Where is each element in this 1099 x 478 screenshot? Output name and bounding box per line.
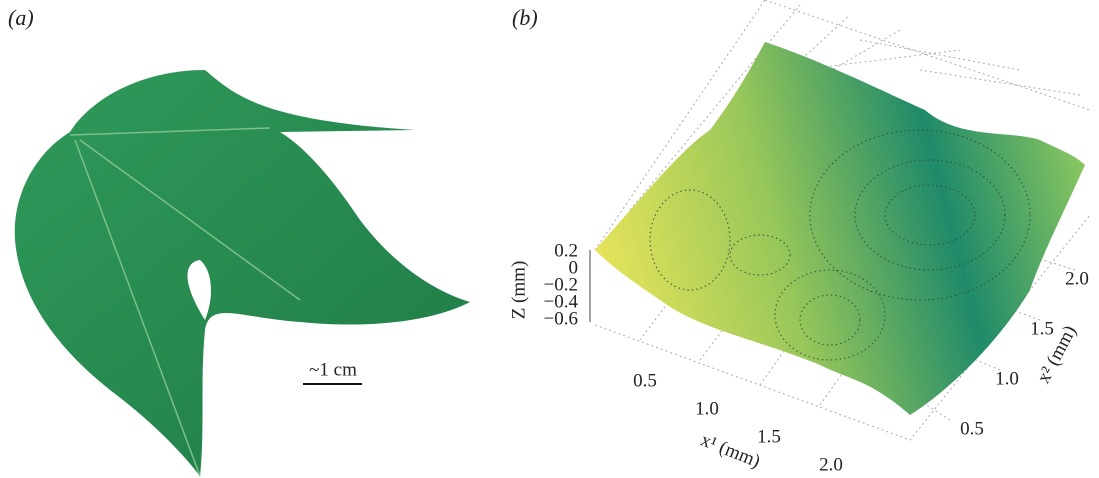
x2-tick-label: 1.0 — [995, 368, 1019, 389]
x1-tick-label: 1.0 — [695, 398, 719, 419]
z-tick-label: −0.6 — [544, 308, 578, 329]
x2-tick-label: 2.0 — [1065, 268, 1089, 289]
x2-tick-label: 0.5 — [960, 418, 984, 439]
axis-label: x¹ (mm) — [698, 430, 764, 473]
x1-tick-label: 2.0 — [819, 454, 843, 475]
panel-label: (b) — [512, 5, 538, 30]
leaf — [15, 70, 470, 476]
x1-tick-label: 1.5 — [757, 426, 781, 447]
x2-tick-label: 1.5 — [1030, 318, 1054, 339]
scale-label: ~1 cm — [309, 359, 357, 380]
axis-label: Z (mm) — [508, 261, 529, 320]
panel-label: (a) — [8, 5, 34, 30]
figure: (a) ~1 cm (b) 0.20−0.2−0.4−0.60.51.01.52… — [0, 0, 1099, 478]
x1-tick-label: 0.5 — [633, 370, 657, 391]
